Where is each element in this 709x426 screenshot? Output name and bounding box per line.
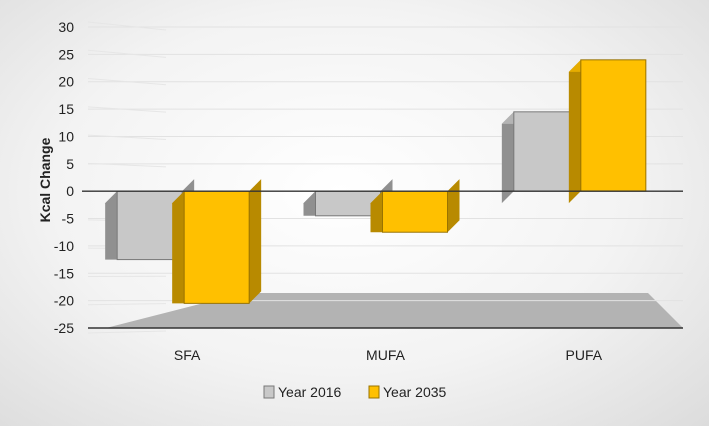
legend-item-2016: Year 2016 bbox=[263, 384, 342, 400]
y-tick-label: 10 bbox=[58, 128, 74, 144]
bar-side bbox=[303, 191, 316, 216]
bar-side bbox=[370, 191, 383, 233]
legend-swatch bbox=[263, 385, 275, 399]
bar-right bbox=[249, 179, 262, 304]
bar-pufa-2035 bbox=[568, 59, 647, 204]
grid-line-slant bbox=[87, 303, 167, 306]
grid-line-slant bbox=[87, 134, 167, 140]
y-tick-label: 0 bbox=[66, 183, 74, 199]
grid-line-slant bbox=[87, 78, 167, 86]
legend-label: Year 2016 bbox=[278, 384, 342, 400]
bar-mufa-2035 bbox=[370, 179, 460, 233]
grid-line-slant bbox=[87, 330, 167, 334]
y-tick-label: -25 bbox=[54, 320, 74, 336]
bar-front bbox=[382, 190, 448, 233]
y-tick-label: 25 bbox=[58, 46, 74, 62]
tick-labels: 30 25 20 15 10 5 0 -5 -10 -15 -20 -25 SFA MUFA PUFA bbox=[54, 19, 603, 363]
bar-side bbox=[172, 191, 185, 304]
bar-side bbox=[105, 191, 118, 260]
legend-swatch bbox=[368, 385, 380, 399]
y-tick-label: -20 bbox=[54, 293, 74, 309]
y-tick-label: -10 bbox=[54, 238, 74, 254]
y-tick-label: 15 bbox=[58, 101, 74, 117]
y-tick-label: -5 bbox=[62, 211, 75, 227]
bars bbox=[105, 59, 647, 304]
grid-line-slant bbox=[87, 106, 167, 113]
y-tick-label: 30 bbox=[58, 19, 74, 35]
x-tick-label: PUFA bbox=[566, 347, 603, 363]
bar-right bbox=[447, 179, 460, 233]
x-tick-label: SFA bbox=[174, 347, 201, 363]
y-tick-label: 5 bbox=[66, 156, 74, 172]
axes bbox=[82, 190, 683, 329]
legend-label: Year 2035 bbox=[383, 384, 447, 400]
bar-side bbox=[501, 111, 514, 204]
legend: Year 2016 Year 2035 bbox=[263, 384, 447, 400]
x-tick-label: MUFA bbox=[366, 347, 406, 363]
bar-front bbox=[513, 111, 580, 192]
bar-side bbox=[568, 59, 581, 204]
grid-line-slant bbox=[87, 21, 167, 31]
bar-front bbox=[183, 190, 250, 304]
y-axis-title: Kcal Change bbox=[37, 137, 53, 222]
bar-pufa-2016 bbox=[501, 111, 580, 204]
y-tick-label: -15 bbox=[54, 265, 74, 281]
legend-item-2035: Year 2035 bbox=[368, 384, 447, 400]
y-tick-label: 20 bbox=[58, 74, 74, 90]
grid-line-slant bbox=[87, 49, 167, 58]
bar-sfa-2035 bbox=[172, 179, 262, 304]
bar-front bbox=[580, 59, 647, 192]
grid-line-slant bbox=[87, 162, 167, 168]
